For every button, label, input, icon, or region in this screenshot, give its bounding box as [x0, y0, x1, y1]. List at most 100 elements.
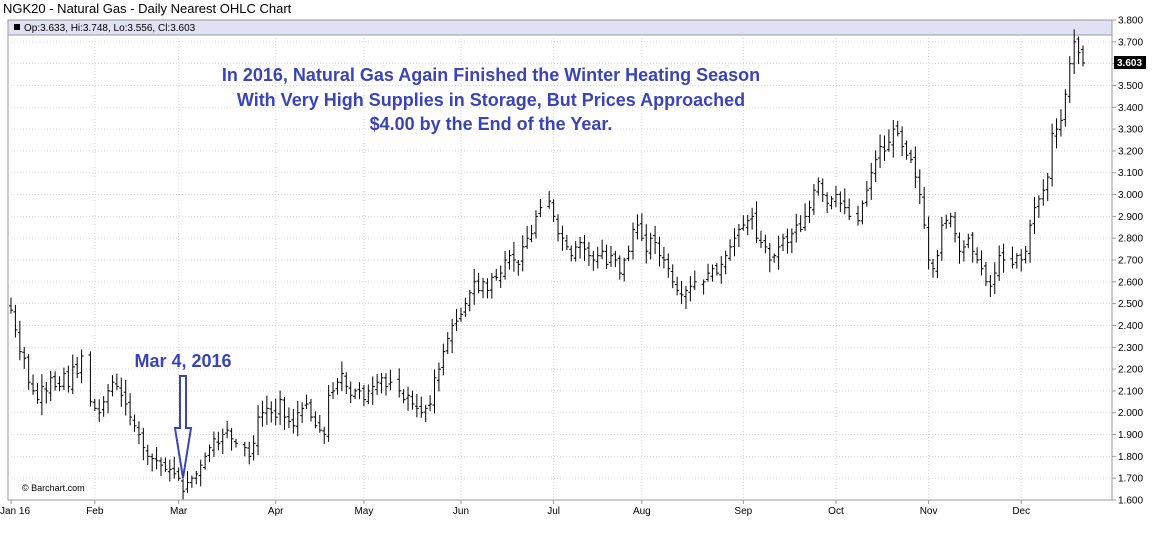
ohlc-bar [1032, 197, 1037, 234]
y-tick-label: 3.100 [1118, 168, 1143, 179]
down-arrow-icon [173, 375, 193, 479]
ohlc-bar [595, 246, 600, 269]
ohlc-bar [613, 250, 618, 268]
ohlc-bar [935, 250, 940, 279]
ohlc-bar [878, 134, 883, 169]
ohlc-bar [785, 228, 790, 254]
ohlc-bar [194, 470, 199, 485]
ohlc-bar [48, 371, 53, 402]
ohlc-bar [450, 319, 455, 354]
ohlc-bar [939, 216, 944, 261]
ohlc-bar [35, 383, 40, 404]
x-tick-label: May [354, 506, 373, 517]
y-tick-label: 3.000 [1118, 190, 1143, 201]
x-axis: Jan 16 Feb Mar Apr May Jun Jul Aug Sep Oct Nov Dec [0, 500, 1030, 517]
y-tick-label: 3.800 [1118, 16, 1143, 27]
ohlc-bar [891, 119, 896, 158]
ohlc-bar [516, 259, 521, 276]
ohlc-bar [556, 214, 561, 242]
ohlc-bar [344, 372, 349, 395]
ohlc-bar [441, 343, 446, 376]
ohlc-bar [833, 185, 838, 208]
ohlc-bar [622, 257, 627, 282]
ohlc-bar [529, 224, 534, 243]
ohlc-bar [419, 396, 424, 418]
ohlc-bar [1076, 36, 1081, 64]
ohlc-bar [507, 250, 512, 270]
ohlc-bar [370, 376, 375, 405]
ohlc-bar [454, 308, 459, 331]
ohlc-bar [763, 234, 768, 254]
ohlc-bar [225, 421, 230, 439]
ohlc-bar [61, 367, 66, 391]
y-tick-label: 1.800 [1118, 452, 1143, 463]
ohlc-bar [1014, 253, 1019, 269]
ohlc-bar [988, 275, 993, 298]
ohlc-bar [714, 263, 719, 276]
y-tick-label: 3.400 [1118, 103, 1143, 114]
ohlc-bar [361, 384, 366, 407]
ohlc-bar [220, 428, 225, 455]
ohlc-bar [251, 435, 256, 461]
ohlc-bar [17, 320, 22, 361]
ohlc-bar [313, 411, 318, 429]
ohlc-bar [264, 395, 269, 425]
ohlc-bar [485, 278, 490, 299]
ohlc-bar [957, 232, 962, 264]
ohlc-bar [1050, 123, 1055, 187]
ohlc-bar [445, 332, 450, 355]
y-tick-label: 3.200 [1118, 146, 1143, 157]
ohlc-bar [286, 407, 291, 428]
ohlc-bar [357, 382, 362, 400]
ohlc-bar [626, 245, 631, 262]
ohlc-bar [772, 253, 777, 263]
ohlc-bar [119, 377, 124, 407]
ohlc-bar [66, 365, 71, 393]
ohlc-bar [666, 253, 671, 278]
ohlc-bar [811, 184, 816, 215]
ohlc-bar [767, 242, 772, 273]
ohlc-bar [807, 200, 812, 223]
ohlc-bar [608, 245, 613, 267]
ohlc-bar [816, 177, 821, 196]
ohlc-bar [31, 374, 36, 395]
ohlc-bar [176, 467, 181, 481]
ohlc-bar [326, 385, 331, 442]
y-tick-label: 2.700 [1118, 256, 1143, 267]
ohlc-bar [798, 215, 803, 233]
ohlc-bar [9, 297, 13, 314]
ohlc-legend: Op:3.633, Hi:3.748, Lo:3.556, Cl:3.603 [24, 23, 196, 34]
ohlc-bar [688, 276, 693, 302]
ohlc-bar [657, 236, 662, 267]
ohlc-bar [706, 263, 711, 282]
ohlc-bar [207, 444, 212, 463]
ohlc-bar [154, 447, 159, 470]
ohlc-bar [97, 399, 102, 422]
y-tick-label: 2.400 [1118, 321, 1143, 332]
ohlc-bar [167, 459, 172, 482]
ohlc-bar [88, 351, 93, 407]
ohlc-bar [564, 234, 569, 250]
ohlc-bar [582, 234, 587, 261]
ohlc-bar [1067, 56, 1072, 103]
x-tick-label: Dec [1012, 506, 1030, 517]
ohlc-bar [278, 390, 283, 426]
ohlc-bar [1081, 45, 1085, 67]
ohlc-bar [375, 374, 380, 395]
ohlc-bar [931, 258, 936, 278]
ohlc-bar [710, 264, 715, 282]
ohlc-bar [551, 199, 556, 223]
ohlc-bar [648, 232, 653, 260]
ohlc-bar [189, 475, 194, 488]
ohlc-bar [926, 216, 931, 270]
ohlc-bar [481, 277, 486, 299]
y-tick-label: 2.900 [1118, 212, 1143, 223]
ohlc-bar [198, 459, 203, 487]
ohlc-bar [106, 383, 111, 414]
ohlc-bar [1045, 172, 1050, 202]
ohlc-bar [1058, 109, 1063, 137]
ohlc-bar [754, 201, 759, 243]
y-tick-label: 2.100 [1118, 386, 1143, 397]
y-tick-label: 1.700 [1118, 474, 1143, 485]
ohlc-bar [494, 268, 499, 281]
